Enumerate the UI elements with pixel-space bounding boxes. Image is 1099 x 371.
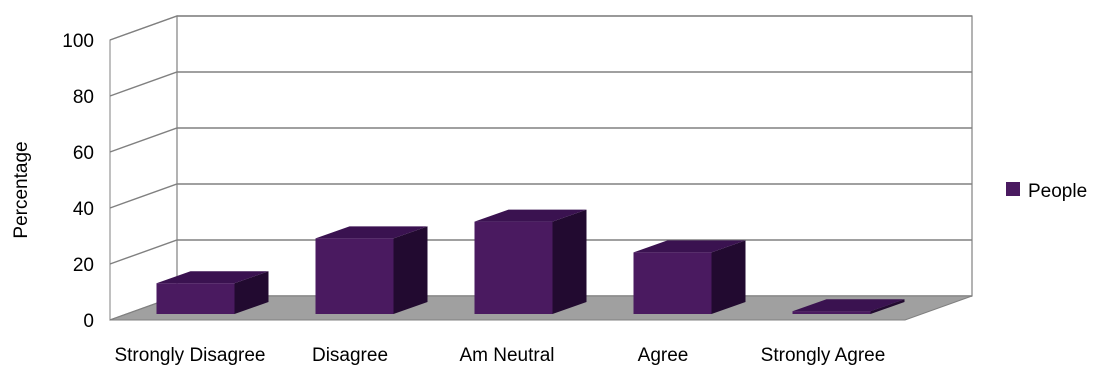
bar-top <box>633 240 746 253</box>
x-category-label: Agree <box>638 345 689 366</box>
y-axis-label: Percentage <box>11 141 32 238</box>
bar <box>156 271 269 314</box>
bar-side <box>711 240 746 314</box>
bar-top <box>474 209 587 222</box>
bar-side <box>234 271 269 314</box>
y-axis-ticks: 0 20 40 60 80 100 <box>62 31 94 332</box>
gridline <box>109 15 972 41</box>
x-category-label: Disagree <box>312 345 388 366</box>
gridline <box>109 127 972 153</box>
bar-front <box>792 311 871 314</box>
legend-swatch <box>1006 182 1020 196</box>
bar-top <box>792 299 905 312</box>
x-axis-categories: Strongly Disagree Disagree Am Neutral Agree… <box>114 345 885 366</box>
left-wall <box>109 15 178 321</box>
y-tick-label: 0 <box>83 311 94 332</box>
bar <box>474 209 587 314</box>
y-tick-label: 60 <box>73 143 94 164</box>
legend-label: People <box>1028 181 1087 202</box>
x-category-label: Strongly Disagree <box>114 345 265 366</box>
bar-front <box>474 221 553 314</box>
bar-side <box>393 226 428 314</box>
x-category-label: Am Neutral <box>459 345 554 366</box>
bar <box>315 226 428 314</box>
x-category-label: Strongly Agree <box>761 345 886 366</box>
y-tick-label: 80 <box>73 87 94 108</box>
bar-front <box>315 238 394 314</box>
gridlines <box>109 15 972 321</box>
y-tick-label: 100 <box>62 31 94 52</box>
bar-top <box>315 226 428 239</box>
bar-side <box>552 209 587 314</box>
bar <box>792 299 905 314</box>
gridline <box>109 183 972 209</box>
bar-front <box>156 283 235 314</box>
y-tick-label: 20 <box>73 255 94 276</box>
bar-top <box>156 271 269 284</box>
bars <box>156 209 905 314</box>
gridline <box>109 71 972 97</box>
y-tick-label: 40 <box>73 199 94 220</box>
legend: People <box>1006 181 1087 202</box>
bar <box>633 240 746 314</box>
bar-front <box>633 252 712 314</box>
gridline <box>109 239 972 265</box>
bar-side <box>870 299 905 314</box>
